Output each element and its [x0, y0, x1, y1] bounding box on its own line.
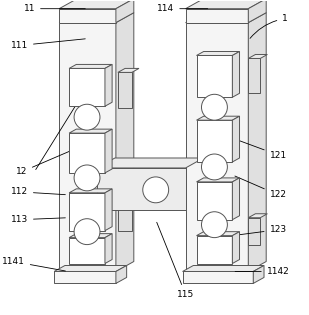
Bar [183, 272, 253, 284]
Polygon shape [69, 234, 112, 238]
Polygon shape [197, 116, 239, 120]
Bar [186, 23, 248, 272]
Bar [59, 23, 116, 272]
Bar [97, 168, 186, 210]
Polygon shape [105, 65, 112, 106]
Polygon shape [59, 0, 134, 9]
Polygon shape [59, 13, 134, 23]
Circle shape [201, 212, 227, 238]
Text: 111: 111 [11, 39, 85, 50]
Polygon shape [253, 266, 264, 284]
Bar [186, 9, 248, 23]
Polygon shape [118, 191, 139, 195]
Polygon shape [105, 189, 112, 231]
Bar [54, 272, 116, 284]
Text: 113: 113 [11, 215, 65, 224]
Text: 123: 123 [235, 225, 287, 235]
Polygon shape [118, 68, 139, 72]
Bar [118, 195, 132, 231]
Polygon shape [232, 178, 239, 220]
Bar [59, 9, 116, 23]
Bar [197, 182, 232, 220]
Polygon shape [232, 51, 239, 97]
Bar [197, 236, 232, 264]
Circle shape [74, 165, 100, 191]
Text: 1142: 1142 [235, 267, 290, 276]
Text: 1141: 1141 [2, 257, 66, 271]
Polygon shape [248, 0, 266, 23]
Circle shape [74, 219, 100, 244]
Text: 1: 1 [250, 14, 288, 38]
Circle shape [201, 94, 227, 120]
Polygon shape [232, 232, 239, 264]
Bar [248, 59, 260, 93]
Polygon shape [116, 13, 134, 272]
Bar [69, 68, 105, 106]
Text: 12: 12 [16, 149, 74, 176]
Text: 121: 121 [235, 139, 287, 159]
Bar [69, 133, 105, 173]
Polygon shape [248, 54, 267, 59]
Polygon shape [197, 178, 239, 182]
Polygon shape [105, 129, 112, 173]
Polygon shape [232, 116, 239, 162]
Bar [118, 72, 132, 108]
Text: 122: 122 [235, 176, 287, 199]
Bar [197, 55, 232, 97]
Polygon shape [197, 51, 239, 55]
Polygon shape [69, 189, 112, 193]
Text: 112: 112 [11, 187, 65, 196]
Polygon shape [186, 13, 266, 23]
Polygon shape [116, 0, 134, 23]
Polygon shape [248, 214, 267, 218]
Bar [248, 218, 260, 244]
Text: 115: 115 [157, 222, 194, 299]
Polygon shape [105, 234, 112, 264]
Polygon shape [97, 158, 204, 168]
Bar [69, 193, 105, 231]
Polygon shape [116, 266, 127, 284]
Circle shape [201, 154, 227, 180]
Polygon shape [248, 13, 266, 272]
Polygon shape [183, 266, 264, 272]
Polygon shape [69, 65, 112, 68]
Circle shape [143, 177, 169, 203]
Bar [197, 120, 232, 162]
Text: 114: 114 [157, 4, 208, 13]
Polygon shape [54, 266, 127, 272]
Polygon shape [186, 0, 266, 9]
Polygon shape [197, 232, 239, 236]
Text: 11: 11 [23, 4, 85, 13]
Bar [69, 238, 105, 264]
Circle shape [74, 104, 100, 130]
Polygon shape [69, 129, 112, 133]
